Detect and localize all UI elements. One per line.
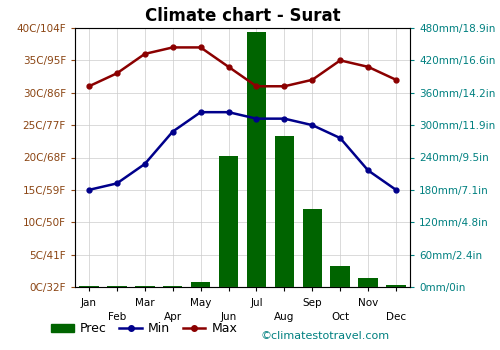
Title: Climate chart - Surat: Climate chart - Surat: [144, 7, 340, 25]
Bar: [358, 278, 378, 287]
Text: Dec: Dec: [386, 312, 406, 322]
Bar: [163, 286, 182, 287]
Text: Jul: Jul: [250, 298, 263, 308]
Bar: [246, 32, 266, 287]
Bar: [107, 286, 126, 287]
Text: Oct: Oct: [331, 312, 349, 322]
Bar: [302, 209, 322, 287]
Text: Apr: Apr: [164, 312, 182, 322]
Bar: [330, 266, 350, 287]
Text: Aug: Aug: [274, 312, 294, 322]
Bar: [274, 136, 294, 287]
Text: Nov: Nov: [358, 298, 378, 308]
Bar: [386, 285, 406, 287]
Bar: [191, 282, 210, 287]
Text: Mar: Mar: [135, 298, 154, 308]
Bar: [135, 286, 154, 287]
Text: Sep: Sep: [302, 298, 322, 308]
Text: ©climatestotravel.com: ©climatestotravel.com: [260, 331, 389, 341]
Text: May: May: [190, 298, 212, 308]
Text: Jun: Jun: [220, 312, 236, 322]
Legend: Prec, Min, Max: Prec, Min, Max: [46, 317, 242, 340]
Bar: [219, 156, 238, 287]
Bar: [79, 286, 98, 287]
Text: Feb: Feb: [108, 312, 126, 322]
Text: Jan: Jan: [81, 298, 97, 308]
